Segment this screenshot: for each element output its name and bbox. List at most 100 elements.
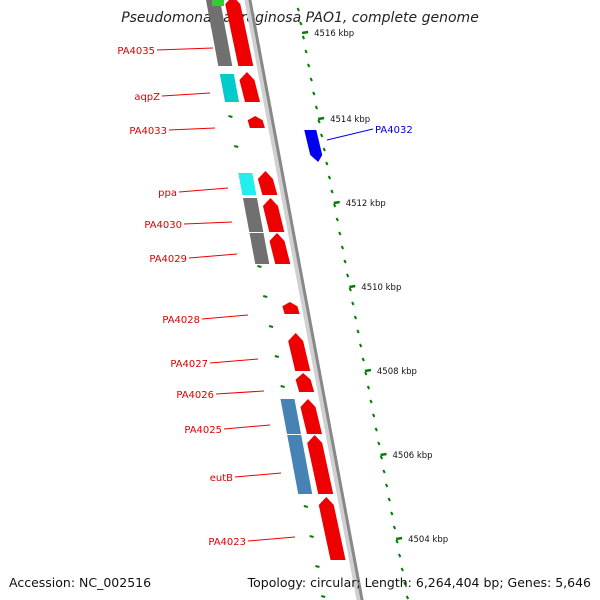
tick-dots-layer [210,7,410,600]
minor-tick [403,581,407,586]
leader-line [209,358,259,364]
inner-dot [315,565,320,568]
leader-line [201,314,249,320]
minor-tick [358,343,363,348]
gene-arrow-pa4028[interactable] [282,302,300,314]
minor-tick [343,259,347,264]
gene-label-pa4033[interactable]: PA4033 [129,126,167,137]
gene-arrow-pa4025[interactable] [300,399,323,434]
minor-tick [332,203,337,208]
minor-tick [312,91,316,96]
minor-tick [395,539,399,544]
cog-box-ppa [238,173,257,195]
minor-tick [400,567,404,572]
leader-line [168,127,216,131]
gene-arrow-pa4033[interactable] [247,116,265,128]
gene-arrow-eutb[interactable] [307,435,334,494]
kbp-tick-label: 4512 kbp [346,199,386,209]
gene-arrow-ppa[interactable] [257,171,278,195]
minor-tick [379,455,384,460]
minor-tick [392,525,397,530]
kbp-tick-label: 4516 kbp [314,29,354,39]
gene-label-pa4025[interactable]: PA4025 [184,425,222,436]
inner-dot [233,145,239,148]
gene-label-aqpz[interactable]: aqpZ [134,92,160,103]
gene-label-pa4030[interactable]: PA4030 [144,220,182,231]
inner-dot [257,265,262,268]
gene-label-ppa[interactable]: ppa [158,188,177,199]
gene-arrow-pa4023[interactable] [318,497,346,560]
leader-line [326,128,374,141]
cog-box-pa4030 [242,198,264,232]
kbp-tick-label: 4510 kbp [361,283,401,293]
gene-label-pa4026[interactable]: PA4026 [176,390,214,401]
minor-tick [351,301,355,306]
minor-tick [353,315,358,320]
gene-label-eutb[interactable]: eutB [210,473,233,484]
gene-label-pa4035[interactable]: PA4035 [117,46,155,57]
minor-tick [340,245,345,250]
gene-arrow-pa4027[interactable] [288,333,311,371]
minor-tick [338,231,342,236]
inner-dot [320,595,326,598]
major-tick [395,536,403,541]
leader-line [215,390,265,395]
minor-tick [384,483,389,488]
leader-line [247,536,296,542]
minor-tick [296,7,300,12]
inner-dot [309,535,314,538]
cog-box-pa4029 [249,233,270,264]
kbp-tick-label: 4506 kbp [393,451,433,461]
minor-tick [356,329,360,334]
minor-tick [309,77,313,82]
leader-line [183,221,233,225]
gene-arrow-pa4035[interactable] [225,0,254,66]
minor-tick [390,511,394,516]
minor-tick [371,413,376,418]
backbone-shadow [244,0,362,600]
minor-tick [364,371,368,376]
minor-tick [322,147,326,152]
gene-arrow-pa4026[interactable] [295,373,315,392]
minor-tick [325,161,329,166]
gene-label-pa4029[interactable]: PA4029 [149,254,187,265]
gene-arrow-pa4030[interactable] [262,198,285,232]
gene-label-pa4032[interactable]: PA4032 [375,125,413,136]
minor-tick [361,357,365,362]
minor-tick [369,399,373,404]
gene-arrow-pa4029[interactable] [269,233,291,264]
accession-text: Accession: NC_002516 [9,575,152,590]
minor-tick [345,273,350,278]
gene-labels-layer: PA4035 aqpZ PA4033 PA4032 ppa PA4030 PA4029 PA4… [117,46,412,548]
gene-arrow-pa4032[interactable] [304,130,323,162]
minor-tick [382,469,386,474]
minor-tick [374,427,378,432]
leader-line [161,92,211,97]
inner-dot [268,325,274,328]
major-tick [317,116,325,121]
gene-label-pa4028[interactable]: PA4028 [162,315,200,326]
minor-tick [301,35,306,40]
major-tick [364,368,372,373]
minor-tick [387,497,391,502]
cog-box-partial-top [212,0,224,6]
cog-box-pa4025 [280,399,302,434]
minor-tick [306,63,311,68]
minor-tick [405,595,410,600]
gene-label-pa4023[interactable]: PA4023 [208,537,246,548]
kbp-ticks-layer: 4516 kbp 4514 kbp 4512 kbp 4510 kbp 4508 kbp… [301,29,448,545]
minor-tick [304,49,308,54]
minor-tick [317,119,321,124]
minor-tick [397,553,402,558]
gene-label-pa4027[interactable]: PA4027 [170,359,208,370]
minor-tick [335,217,339,222]
minor-tick [314,105,319,110]
kbp-tick-label: 4508 kbp [377,367,417,377]
leader-line [178,187,229,193]
leader-line [223,424,271,430]
cog-box-eutb [287,435,313,494]
minor-tick [319,133,324,138]
gene-arrow-aqpz[interactable] [239,72,261,102]
kbp-tick-label: 4514 kbp [330,115,370,125]
